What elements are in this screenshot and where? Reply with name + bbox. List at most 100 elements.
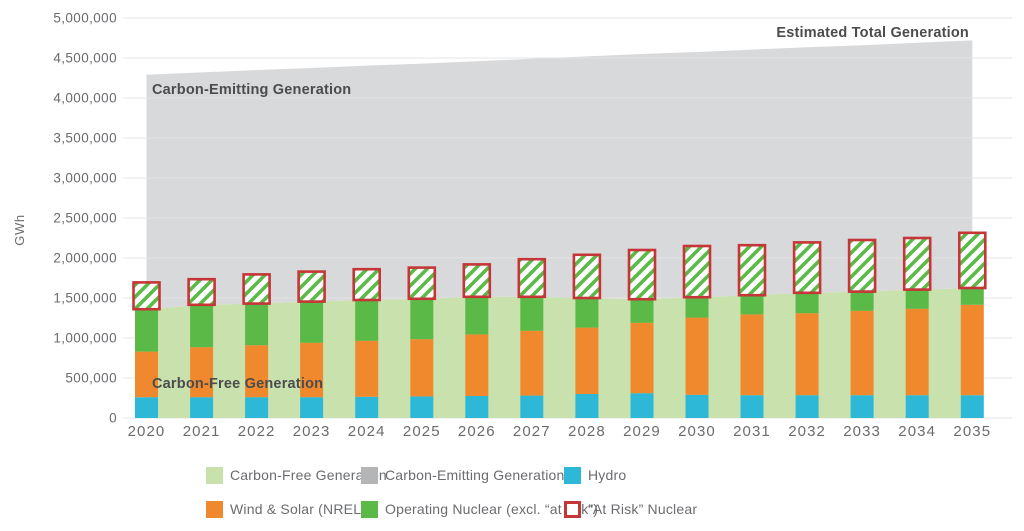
legend-swatch-wind-solar [206,500,223,518]
svg-text:2024: 2024 [348,423,386,440]
generation-forecast-chart: 0 500,000 1,000,000 1,500,000 2,000,000 2,500… [12,11,1012,440]
bar-operating-nuclear-2021 [190,304,214,348]
legend-label-wind-solar: Wind & Solar (NREL) [230,501,367,517]
legend-label-at-risk-nuclear: “At Risk” Nuclear [588,501,698,517]
bar-operating-nuclear-2030 [685,297,709,318]
svg-text:2034: 2034 [898,423,936,440]
bar-operating-nuclear-2027 [520,296,544,331]
bar-at-risk-nuclear-2035 [957,231,987,290]
bar-wind-solar-2031 [740,314,764,396]
bar-hydro-2029 [630,393,654,418]
svg-text:3,500,000: 3,500,000 [53,131,117,146]
legend-item-at-risk-nuclear: “At Risk” Nuclear [564,499,697,519]
bar-wind-solar-2028 [575,327,599,394]
bar-hydro-2035 [960,395,984,418]
svg-text:2023: 2023 [293,423,331,440]
svg-text:4,000,000: 4,000,000 [53,91,117,106]
svg-text:4,500,000: 4,500,000 [53,51,117,66]
bar-at-risk-nuclear-2021 [187,277,216,307]
svg-text:0: 0 [109,411,117,426]
bar-at-risk-nuclear-2033 [847,238,877,293]
bar-operating-nuclear-2023 [300,301,324,343]
bar-hydro-2032 [795,395,819,418]
bar-operating-nuclear-2022 [245,303,269,346]
svg-text:2035: 2035 [953,423,991,440]
bar-operating-nuclear-2033 [850,291,874,311]
bar-wind-solar-2023 [300,342,324,398]
carbon-emitting-area [146,40,973,310]
bar-hydro-2030 [685,394,709,418]
legend-label-operating-nuclear: Operating Nuclear (excl. “at risk”) [385,501,599,517]
svg-text:2020: 2020 [128,423,166,440]
legend-swatch-carbon-free [206,466,223,484]
bar-hydro-2023 [300,397,324,418]
legend-swatch-operating-nuclear [361,500,378,518]
bar-wind-solar-2024 [355,340,379,397]
bar-wind-solar-2026 [465,334,489,396]
bar-wind-solar-2021 [190,347,214,398]
svg-text:2,500,000: 2,500,000 [53,211,117,226]
bar-hydro-2028 [575,394,599,418]
bar-hydro-2025 [410,396,434,418]
svg-text:2,000,000: 2,000,000 [53,251,117,266]
bar-operating-nuclear-2031 [740,295,764,315]
bar-at-risk-nuclear-2022 [242,273,271,305]
bars [132,231,987,418]
carbon-free-area [146,288,973,418]
svg-text:2026: 2026 [458,423,496,440]
svg-text:2021: 2021 [183,423,221,440]
legend-item-hydro: Hydro [564,465,626,485]
svg-text:2022: 2022 [238,423,276,440]
svg-text:2032: 2032 [788,423,826,440]
svg-text:2028: 2028 [568,423,606,440]
bar-hydro-2021 [190,397,214,418]
bar-hydro-2034 [905,395,929,418]
legend-label-carbon-free: Carbon-Free Generation [230,467,387,483]
svg-text:5,000,000: 5,000,000 [53,11,117,26]
bar-hydro-2024 [355,396,379,418]
bar-at-risk-nuclear-2024 [352,267,382,302]
svg-text:1,000,000: 1,000,000 [53,331,117,346]
bar-wind-solar-2033 [850,310,874,396]
bar-at-risk-nuclear-2030 [682,244,712,299]
svg-text:2030: 2030 [678,423,716,440]
legend-swatch-hydro [564,466,581,484]
svg-text:2033: 2033 [843,423,881,440]
legend-item-wind-solar: Wind & Solar (NREL) [206,499,366,519]
svg-text:2031: 2031 [733,423,771,440]
svg-text:500,000: 500,000 [65,371,117,386]
legend-item-operating-nuclear: Operating Nuclear (excl. “at risk”) [361,499,598,519]
bar-operating-nuclear-2024 [355,300,379,341]
x-axis-ticks: 2020 2021 2022 2023 2024 2025 2026 2027 2028 2029… [128,423,991,440]
bar-at-risk-nuclear-2031 [737,243,767,297]
bar-at-risk-nuclear-2028 [572,253,602,300]
bar-at-risk-nuclear-2025 [407,266,437,301]
bar-at-risk-nuclear-2029 [627,248,657,301]
bar-wind-solar-2034 [905,308,929,396]
bar-at-risk-nuclear-2023 [297,270,326,303]
bar-wind-solar-2027 [520,330,544,396]
bar-operating-nuclear-2026 [465,296,489,335]
bar-wind-solar-2030 [685,317,709,395]
legend-label-hydro: Hydro [588,467,627,483]
bar-hydro-2022 [245,397,269,418]
bar-hydro-2033 [850,395,874,418]
legend-item-carbon-emitting: Carbon-Emitting Generation [361,465,565,485]
y-axis-ticks: 0 500,000 1,000,000 1,500,000 2,000,000 2,500… [53,11,117,426]
bar-at-risk-nuclear-2032 [792,241,822,295]
svg-text:3,000,000: 3,000,000 [53,171,117,186]
y-axis-label: GWh [12,214,27,245]
bar-wind-solar-2020 [135,351,158,398]
bar-wind-solar-2035 [960,304,984,396]
bar-at-risk-nuclear-2020 [132,281,161,311]
svg-text:2025: 2025 [403,423,441,440]
carbon-free-label: Carbon-Free Generation [152,376,323,392]
bar-at-risk-nuclear-2026 [462,263,492,299]
svg-text:2027: 2027 [513,423,551,440]
svg-text:2029: 2029 [623,423,661,440]
legend-label-carbon-emitting: Carbon-Emitting Generation [385,467,565,483]
bar-wind-solar-2022 [245,345,269,398]
bar-at-risk-nuclear-2027 [517,257,547,299]
bar-wind-solar-2032 [795,313,819,396]
bar-operating-nuclear-2025 [410,298,434,340]
